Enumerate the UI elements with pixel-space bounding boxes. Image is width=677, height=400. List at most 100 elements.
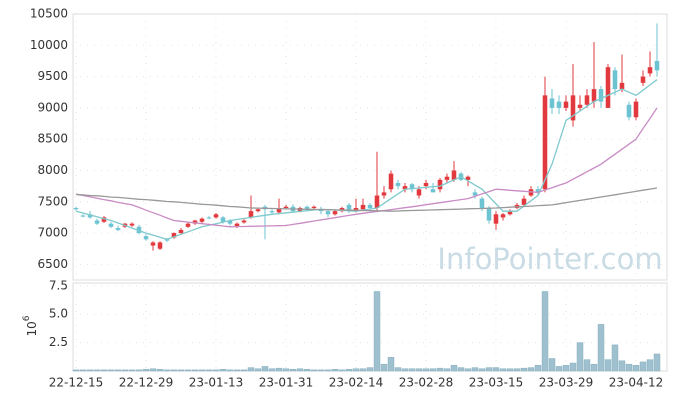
y-tick-label: 6500 xyxy=(37,257,68,271)
x-tick-label: 22-12-29 xyxy=(119,376,173,390)
candle-body xyxy=(73,208,79,210)
volume-bar xyxy=(296,368,304,372)
candle-body xyxy=(465,176,471,180)
candle-body xyxy=(87,214,93,218)
y-tick-label: 7.5 xyxy=(49,278,68,292)
volume-bar xyxy=(520,367,528,372)
volume-bar xyxy=(226,369,234,372)
volume-bar xyxy=(135,369,143,372)
volume-bar xyxy=(156,369,164,372)
volume-bar xyxy=(303,369,311,372)
candle-body xyxy=(451,170,457,180)
volume-bar xyxy=(338,369,346,372)
candle-body xyxy=(626,104,632,118)
y-tick-label: 2.5 xyxy=(49,335,68,349)
candle-body xyxy=(542,95,548,190)
candle-body xyxy=(500,214,506,218)
volume-bar xyxy=(93,369,101,372)
volume-bar xyxy=(86,369,94,372)
volume-bar xyxy=(436,367,444,372)
candle-body xyxy=(374,195,380,209)
x-tick-label: 23-03-15 xyxy=(469,376,523,390)
volume-bar xyxy=(429,368,437,372)
volume-bar xyxy=(240,369,248,372)
volume-bar xyxy=(184,369,192,372)
volume-bar xyxy=(583,359,591,372)
candle-body xyxy=(556,101,562,108)
candle-body xyxy=(430,189,436,193)
volume-bar xyxy=(485,367,493,372)
candle-body xyxy=(423,182,429,187)
candle-body xyxy=(269,211,275,213)
candle-body xyxy=(234,223,240,227)
volume-bar xyxy=(387,357,395,372)
volume-bar xyxy=(450,365,458,372)
volume-bar xyxy=(324,369,332,372)
volume-bar xyxy=(149,368,157,372)
candle-body xyxy=(584,95,590,105)
volume-bar xyxy=(632,365,640,372)
candle-body xyxy=(409,184,415,190)
candle-body xyxy=(654,60,660,71)
volume-bar xyxy=(261,366,269,372)
volume-bar xyxy=(471,367,479,372)
volume-bar xyxy=(646,359,654,372)
volume-bar xyxy=(443,368,451,372)
x-tick-label: 23-03-29 xyxy=(539,376,593,390)
volume-bar xyxy=(527,367,535,372)
volume-bar xyxy=(611,344,619,372)
volume-bar xyxy=(562,365,570,372)
volume-bar xyxy=(268,368,276,372)
candle-body xyxy=(80,215,86,217)
price-frame xyxy=(72,13,668,281)
candle-body xyxy=(367,204,373,209)
volume-bar xyxy=(569,362,577,372)
candle-body xyxy=(577,104,583,108)
candle-body xyxy=(402,186,408,190)
volume-bar xyxy=(72,369,80,372)
candle-body xyxy=(332,211,338,215)
volume-bar xyxy=(233,369,241,372)
candle-body xyxy=(220,217,226,222)
candle-body xyxy=(570,95,576,121)
y-tick-label: 7500 xyxy=(37,194,68,208)
volume-bar xyxy=(163,369,171,372)
volume-bar xyxy=(219,369,227,372)
volume-bar xyxy=(282,368,290,372)
volume-bar xyxy=(604,359,612,372)
candle-body xyxy=(311,206,317,209)
candle-body xyxy=(486,208,492,221)
candle-body xyxy=(535,189,541,193)
y-tick-label: 8500 xyxy=(37,132,68,146)
candle-body xyxy=(157,242,163,249)
volume-bar xyxy=(548,358,556,372)
axis-label-exponent: 6 xyxy=(22,315,32,321)
candle-body xyxy=(325,211,331,215)
candle-body xyxy=(563,101,569,108)
candle-body xyxy=(444,176,450,180)
volume-bar xyxy=(212,369,220,372)
candle-body xyxy=(416,189,422,196)
volume-bar xyxy=(478,368,486,372)
candle-body xyxy=(108,223,114,227)
volume-bar xyxy=(310,369,318,372)
x-tick-label: 22-12-15 xyxy=(49,376,103,390)
volume-axis-label: 106 xyxy=(22,315,39,336)
candle-body xyxy=(255,209,261,212)
axis-label-base: 10 xyxy=(25,321,39,336)
y-tick-label: 10500 xyxy=(30,7,68,21)
volume-bar xyxy=(121,369,129,372)
candle-body xyxy=(549,98,555,108)
volume-bar xyxy=(639,361,647,372)
x-tick-label: 23-02-14 xyxy=(329,376,383,390)
y-tick-label: 9500 xyxy=(37,69,68,83)
volume-bar xyxy=(618,360,626,372)
candle-body xyxy=(150,242,156,246)
volume-bar xyxy=(492,367,500,372)
volume-bar xyxy=(394,367,402,372)
candle-body xyxy=(598,89,604,102)
volume-bar xyxy=(422,368,430,372)
x-tick-label: 23-04-12 xyxy=(609,376,663,390)
volume-bar xyxy=(331,369,339,372)
volume-bar xyxy=(457,367,465,372)
